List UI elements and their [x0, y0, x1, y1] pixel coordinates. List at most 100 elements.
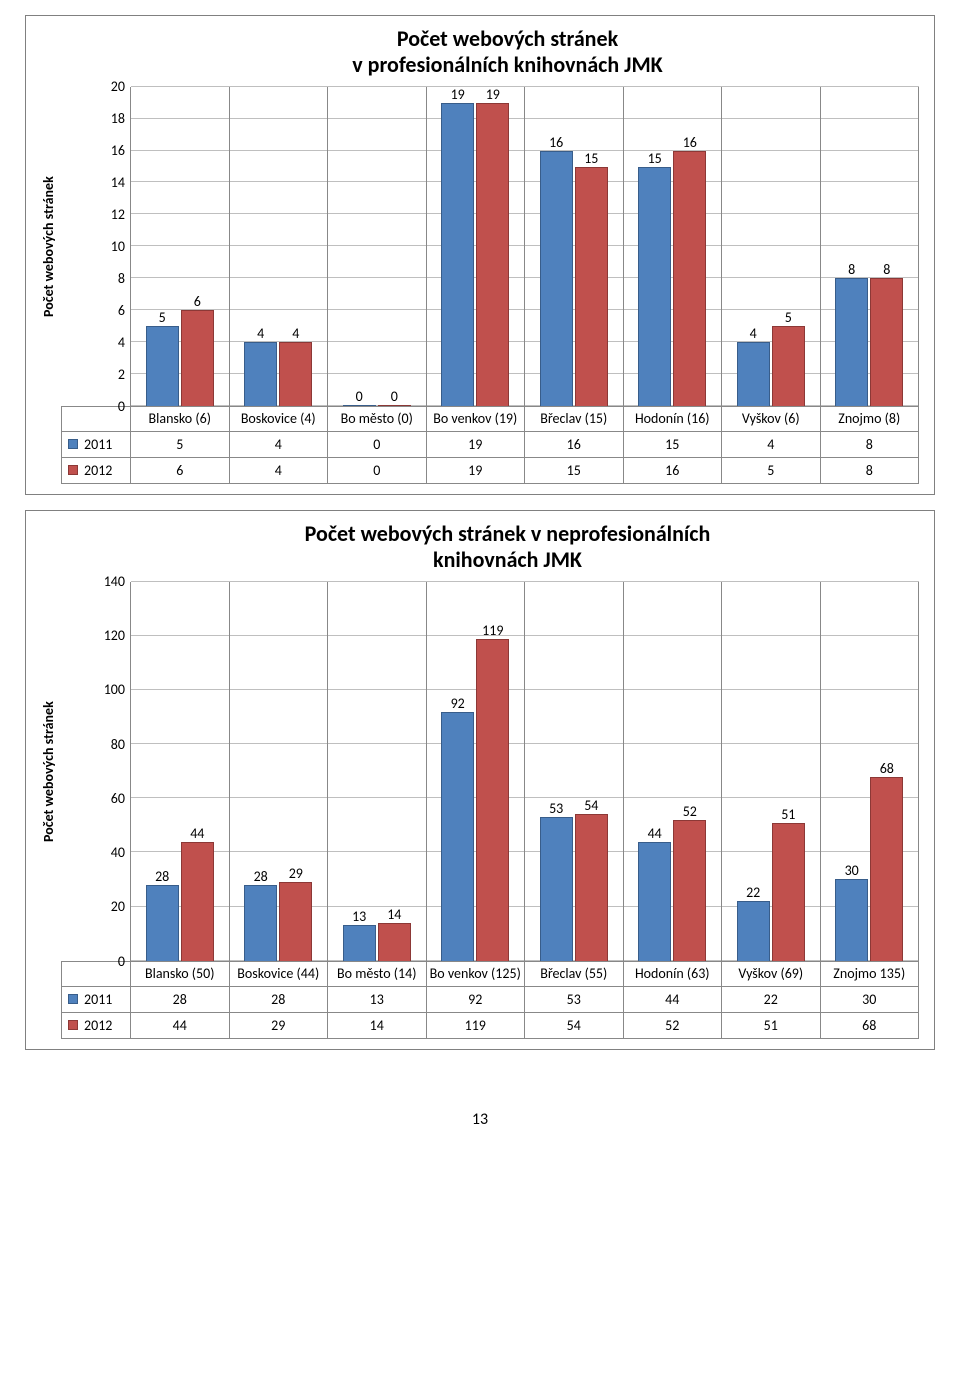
chart2-data-cell: 44: [623, 986, 723, 1013]
chart2-plot-row: 0204060801001201402844282913149211953544…: [61, 582, 919, 962]
chart1-title-line1: Počet webových stránek: [96, 26, 919, 52]
chart1-bar: 4: [244, 342, 277, 406]
chart2-x-label: Blansko (50): [130, 961, 230, 987]
chart1-category-column: 56: [130, 87, 230, 406]
chart1-x-label: Znojmo (8): [820, 406, 920, 432]
chart2-body: Počet webových stránek 020406080100120140…: [36, 582, 919, 1039]
chart1-bar-label: 0: [356, 388, 363, 405]
chart2-bar-label: 92: [451, 695, 465, 712]
chart2-bar: 92: [441, 712, 474, 961]
chart2-data-cell: 28: [229, 986, 329, 1013]
chart1-bar-label: 15: [584, 150, 598, 167]
chart1-category-column: 1615: [524, 87, 624, 406]
chart2-x-label: Vyškov (69): [721, 961, 821, 987]
chart2-title-line1: Počet webových stránek v neprofesionální…: [96, 521, 919, 547]
chart1-bar-label: 5: [159, 309, 166, 326]
chart2-bar-label: 14: [387, 906, 401, 923]
chart2-bar-label: 68: [880, 760, 894, 777]
chart2-x-label: Břeclav (55): [524, 961, 624, 987]
chart2-bar: 13: [343, 925, 376, 960]
chart1-category-column: 1919: [426, 87, 526, 406]
chart1-data-cell: 16: [524, 431, 624, 458]
chart1-bar: 5: [146, 326, 179, 406]
chart2-data-cell: 28: [130, 986, 230, 1013]
chart1-bar-label: 8: [848, 261, 855, 278]
chart1-bar-label: 15: [648, 150, 662, 167]
chart2-bar-label: 119: [482, 622, 503, 639]
chart2-bar: 28: [146, 885, 179, 961]
chart2-bar-label: 28: [254, 868, 268, 885]
chart2-bar: 54: [575, 814, 608, 960]
chart1-bar: 15: [638, 167, 671, 406]
chart2-x-label: Bo město (14): [327, 961, 427, 987]
chart2-legend-swatch: [68, 994, 78, 1004]
chart1-bar: 8: [835, 278, 868, 406]
chart1-data-cell: 5: [721, 457, 821, 484]
chart1-bar-label: 5: [785, 309, 792, 326]
chart1-bar-label: 19: [486, 86, 500, 103]
chart2-legend-swatch: [68, 1020, 78, 1030]
chart2-legend-label: 2012: [84, 1017, 112, 1034]
chart2-category-column: 2844: [130, 582, 230, 961]
chart2-data-cells: 2828139253442230: [131, 987, 919, 1013]
chart1-bar: 0: [343, 405, 376, 406]
chart1-right-column: 024681012141618205644001919161515164588B…: [61, 87, 919, 484]
chart2-data-cell: 30: [820, 986, 920, 1013]
chart2-data-cell: 119: [426, 1012, 526, 1039]
chart2-data-cell: 29: [229, 1012, 329, 1039]
chart1-bar: 16: [540, 151, 573, 406]
chart2-bar-label: 53: [549, 800, 563, 817]
chart2-bar: 22: [737, 901, 770, 961]
chart1-x-label: Boskovice (4): [229, 406, 329, 432]
chart1-legend-label: 2011: [84, 436, 112, 453]
chart1-bar-label: 8: [883, 261, 890, 278]
chart1-ytick-slot: 02468101214161820: [61, 87, 131, 407]
chart1-bar-label: 4: [257, 325, 264, 342]
chart2-data-row: 20112828139253442230: [61, 987, 919, 1013]
chart2-bar-label: 13: [352, 908, 366, 925]
chart2-y-axis-label: Počet webových stránek: [36, 582, 61, 962]
chart1-x-label-cells: Blansko (6)Boskovice (4)Bo město (0)Bo v…: [131, 407, 919, 432]
chart1-data-cell: 5: [130, 431, 230, 458]
chart1-bar-label: 16: [683, 134, 697, 151]
chart2-data-cell: 13: [327, 986, 427, 1013]
chart1-data-cell: 4: [229, 431, 329, 458]
chart2-bar-label: 28: [155, 868, 169, 885]
chart2-bar-label: 51: [781, 806, 795, 823]
chart1-legend-swatch: [68, 439, 78, 449]
chart1-x-label: Břeclav (15): [524, 406, 624, 432]
chart2-x-label: Hodonín (63): [623, 961, 723, 987]
chart1-legend-swatch: [68, 465, 78, 475]
chart1-data-cell: 8: [820, 431, 920, 458]
chart1-x-label: Vyškov (6): [721, 406, 821, 432]
chart1-data-cells: 54019161548: [131, 432, 919, 458]
chart1-legend-cell: 2012: [61, 457, 131, 484]
chart1-data-cell: 0: [327, 457, 427, 484]
chart2-plot-area: 284428291314921195354445222513068: [131, 582, 919, 962]
chart1-y-axis-label: Počet webových stránek: [36, 87, 61, 407]
chart2-legend-cell: 2012: [61, 1012, 131, 1039]
chart1-data-cell: 6: [130, 457, 230, 484]
chart2: Počet webových stránek v neprofesionální…: [25, 510, 935, 1050]
chart1-x-label: Hodonín (16): [623, 406, 723, 432]
chart2-data-cell: 44: [130, 1012, 230, 1039]
chart1-data-cell: 15: [623, 431, 723, 458]
chart1-category-column: 45: [721, 87, 821, 406]
chart1-title: Počet webových stránekv profesionálních …: [96, 26, 919, 79]
chart2-y-ticks: 020406080100120140: [104, 582, 131, 962]
chart1-y-ticks: 02468101214161820: [111, 87, 131, 407]
chart2-bar: 44: [181, 842, 214, 961]
chart1-body: Počet webových stránek024681012141618205…: [36, 87, 919, 484]
chart2-data-cell: 54: [524, 1012, 624, 1039]
chart1-category-column: 1516: [623, 87, 723, 406]
chart2-bar-label: 54: [584, 797, 598, 814]
chart2-x-label-row: Blansko (50)Boskovice (44)Bo město (14)B…: [61, 962, 919, 987]
chart2-x-label: Bo venkov (125): [426, 961, 526, 987]
chart1-data-cell: 19: [426, 431, 526, 458]
chart1-category-column: 00: [327, 87, 427, 406]
chart1-bar-label: 19: [451, 86, 465, 103]
chart1-data-row: 201154019161548: [61, 432, 919, 458]
chart1-data-table: Blansko (6)Boskovice (4)Bo město (0)Bo v…: [61, 407, 919, 484]
chart1-bar: 8: [870, 278, 903, 406]
chart1-data-cells: 64019151658: [131, 458, 919, 484]
